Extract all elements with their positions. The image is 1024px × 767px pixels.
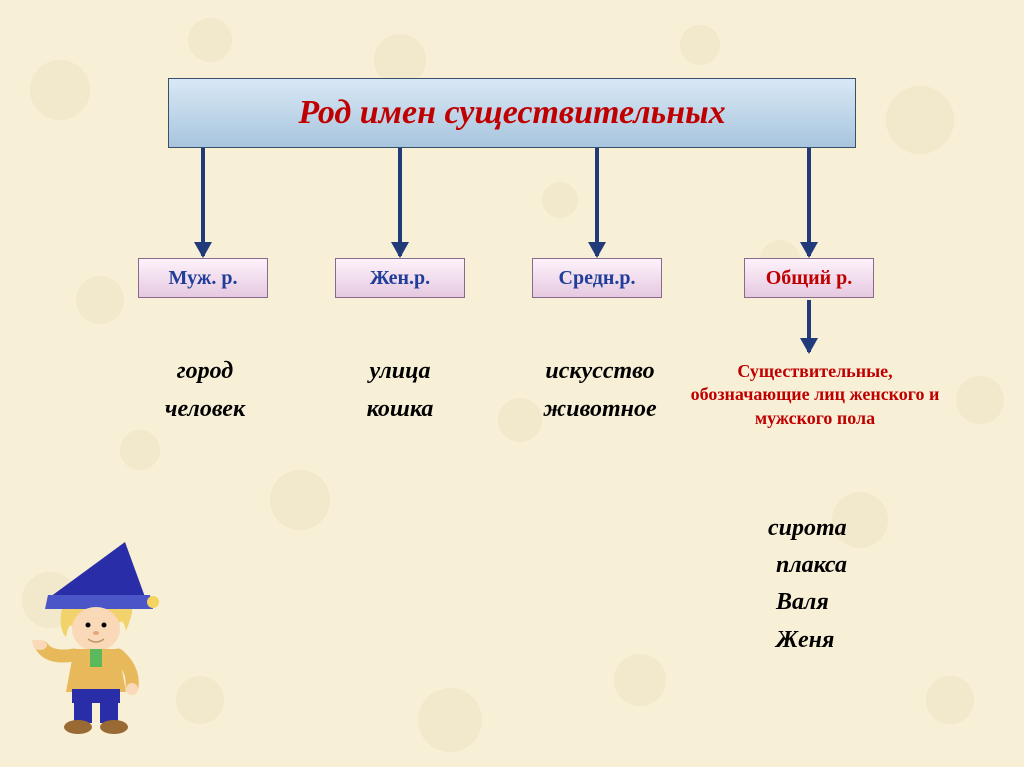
example-word: искусство [510, 352, 690, 390]
title-box: Род имен существительных [168, 78, 856, 148]
example-word: кошка [330, 390, 470, 428]
example-word: человек [120, 390, 290, 428]
arrow-masc [201, 148, 205, 256]
category-label: Общий р. [766, 267, 853, 290]
example-word: улица [330, 352, 470, 390]
character-illustration [30, 537, 170, 737]
arrow-fem [398, 148, 402, 256]
slide: Род имен существительных Муж. р. город ч… [0, 0, 1024, 767]
title-text: Род имен существительных [298, 94, 725, 132]
category-label: Средн.р. [559, 267, 636, 290]
example-word: животное [510, 390, 690, 428]
examples-neut: искусство животное [510, 352, 690, 429]
category-box-fem: Жен.р. [335, 258, 465, 298]
arrow-common-1 [807, 148, 811, 256]
category-box-neut: Средн.р. [532, 258, 662, 298]
arrow-head-icon [391, 242, 409, 258]
example-word: Женя [768, 622, 847, 659]
example-word: город [120, 352, 290, 390]
arrow-head-icon [800, 338, 818, 354]
common-description: Существительные, обозначающие лиц женско… [690, 360, 940, 430]
arrow-common-2 [807, 300, 811, 352]
category-box-masc: Муж. р. [138, 258, 268, 298]
arrow-head-icon [800, 242, 818, 258]
category-label: Жен.р. [370, 267, 430, 290]
category-box-common: Общий р. [744, 258, 874, 298]
examples-fem: улица кошка [330, 352, 470, 429]
arrow-head-icon [588, 242, 606, 258]
arrow-head-icon [194, 242, 212, 258]
example-word: Валя [768, 584, 847, 621]
category-label: Муж. р. [169, 267, 238, 290]
arrow-neut [595, 148, 599, 256]
examples-masc: город человек [120, 352, 290, 429]
example-word: сирота [768, 510, 847, 547]
examples-common: сирота плакса Валя Женя [768, 510, 847, 659]
example-word: плакса [768, 547, 847, 584]
